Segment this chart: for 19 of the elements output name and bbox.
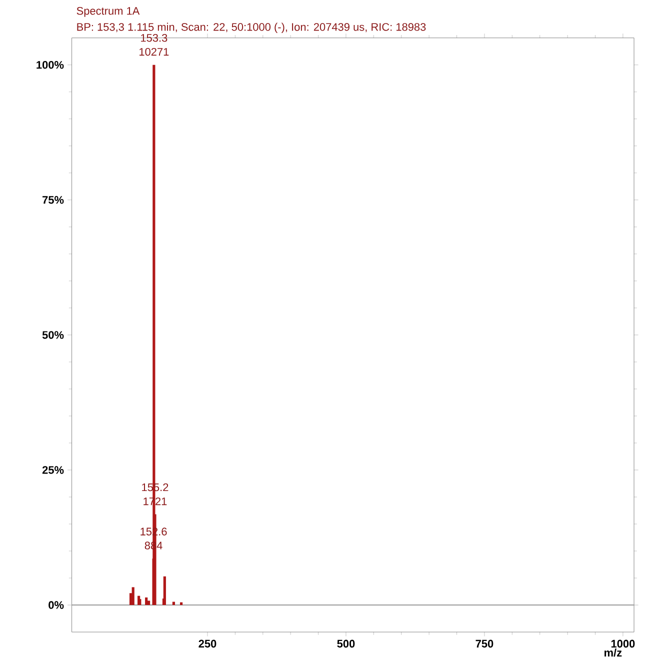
y-tick-label: 25%	[42, 466, 64, 474]
x-tick-label: 1000	[611, 640, 635, 648]
y-tick-label: 0%	[48, 601, 64, 609]
annotation: 153.3	[141, 34, 168, 42]
y-tick-label: 75%	[42, 196, 64, 204]
y-tick-label: 50%	[42, 331, 64, 339]
chart-subtitle: BP: 153,3 1.115 min, Scan: 22, 50:1000 (-), Ion: 207439 us, RIC: 18983	[77, 22, 426, 34]
bar	[147, 600, 150, 606]
x-tick-label: 500	[337, 640, 355, 648]
x-axis-title: m/z	[604, 648, 622, 657]
bar	[163, 576, 166, 606]
bar	[138, 599, 142, 606]
bar	[132, 587, 134, 606]
bar	[145, 597, 148, 606]
x-tick-label: 750	[476, 640, 494, 648]
chart-title: Spectrum 1A	[76, 7, 140, 17]
y-tick-label: 100%	[36, 61, 64, 69]
annotation: 10271	[140, 48, 169, 56]
x-tick-label: 250	[198, 640, 216, 648]
